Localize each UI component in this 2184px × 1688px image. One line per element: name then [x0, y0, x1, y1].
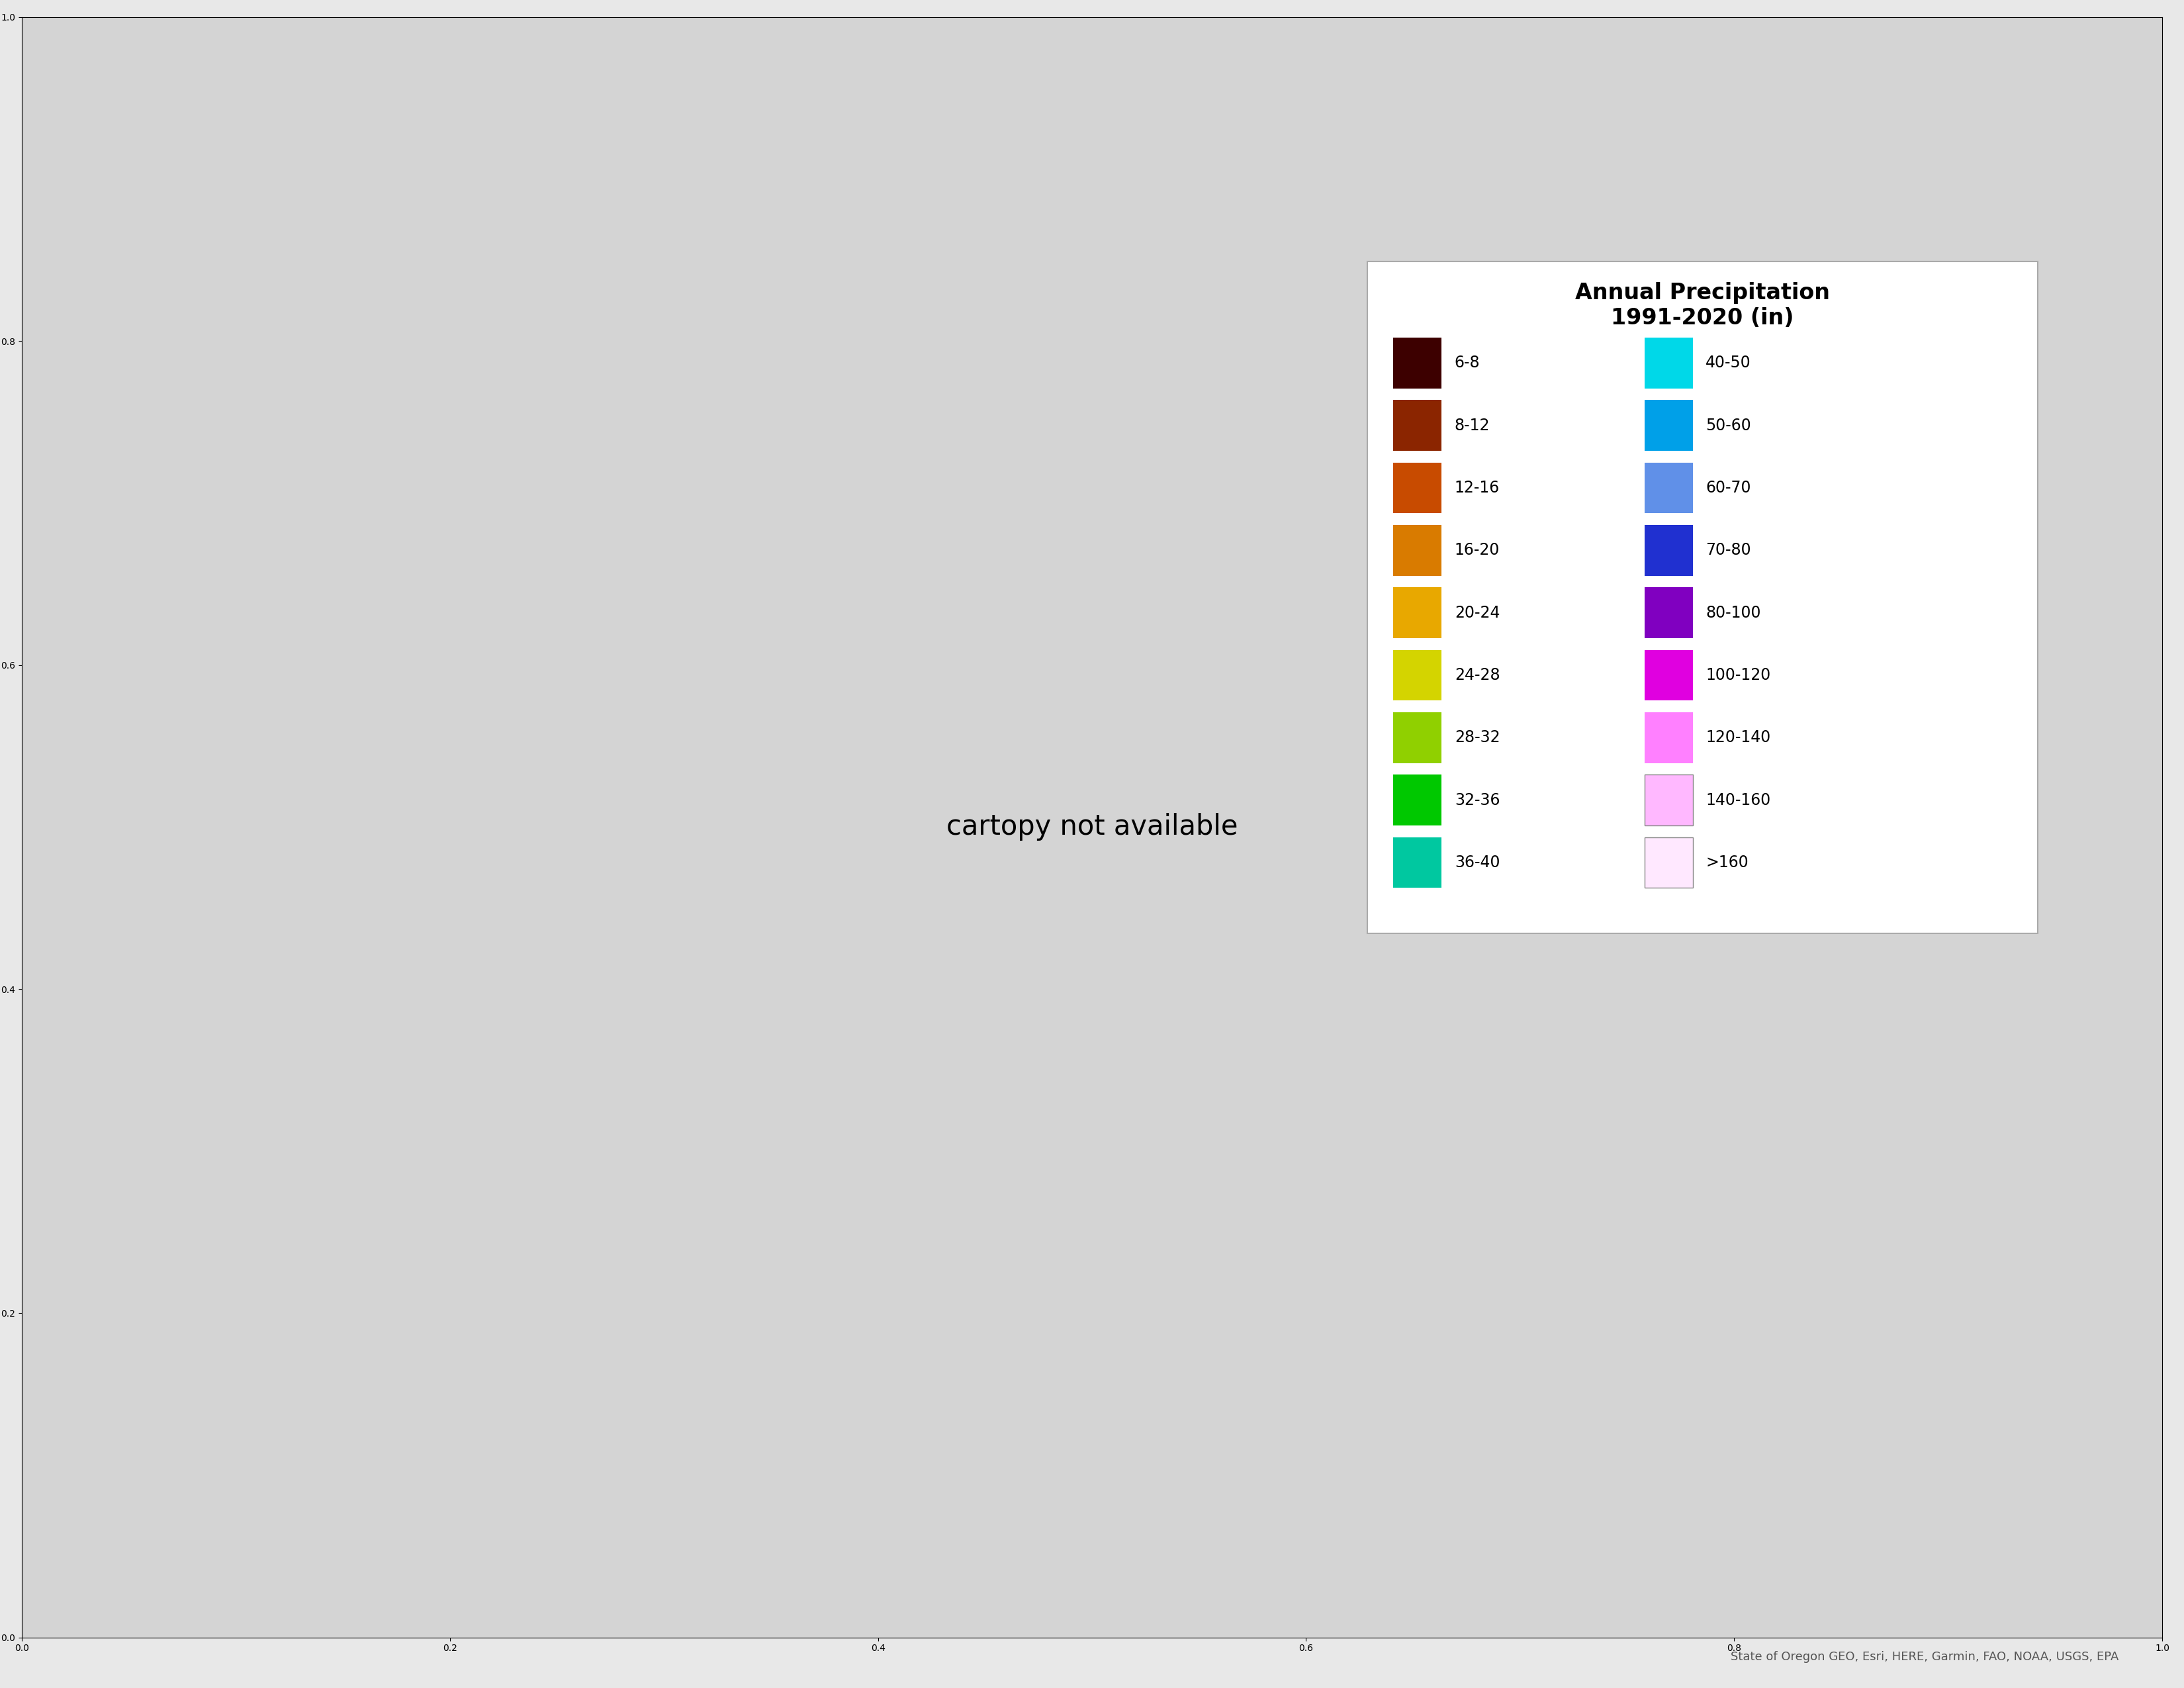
Text: 12-16: 12-16: [1455, 479, 1500, 496]
Text: 6-8: 6-8: [1455, 354, 1481, 371]
Text: 50-60: 50-60: [1706, 417, 1752, 434]
Text: 100-120: 100-120: [1706, 667, 1771, 684]
Text: >160: >160: [1706, 854, 1749, 871]
Text: 32-36: 32-36: [1455, 792, 1500, 809]
Text: 16-20: 16-20: [1455, 542, 1500, 559]
Text: 40-50: 40-50: [1706, 354, 1752, 371]
Text: 140-160: 140-160: [1706, 792, 1771, 809]
Text: State of Oregon GEO, Esri, HERE, Garmin, FAO, NOAA, USGS, EPA: State of Oregon GEO, Esri, HERE, Garmin,…: [1730, 1651, 2118, 1663]
Text: Annual Precipitation
1991-2020 (in): Annual Precipitation 1991-2020 (in): [1575, 282, 1830, 329]
Text: 120-140: 120-140: [1706, 729, 1771, 746]
Text: 36-40: 36-40: [1455, 854, 1500, 871]
Text: cartopy not available: cartopy not available: [946, 814, 1238, 841]
Text: 70-80: 70-80: [1706, 542, 1752, 559]
Text: 24-28: 24-28: [1455, 667, 1500, 684]
Text: 28-32: 28-32: [1455, 729, 1500, 746]
Text: 8-12: 8-12: [1455, 417, 1489, 434]
Text: 20-24: 20-24: [1455, 604, 1500, 621]
Text: 60-70: 60-70: [1706, 479, 1752, 496]
Text: 80-100: 80-100: [1706, 604, 1760, 621]
